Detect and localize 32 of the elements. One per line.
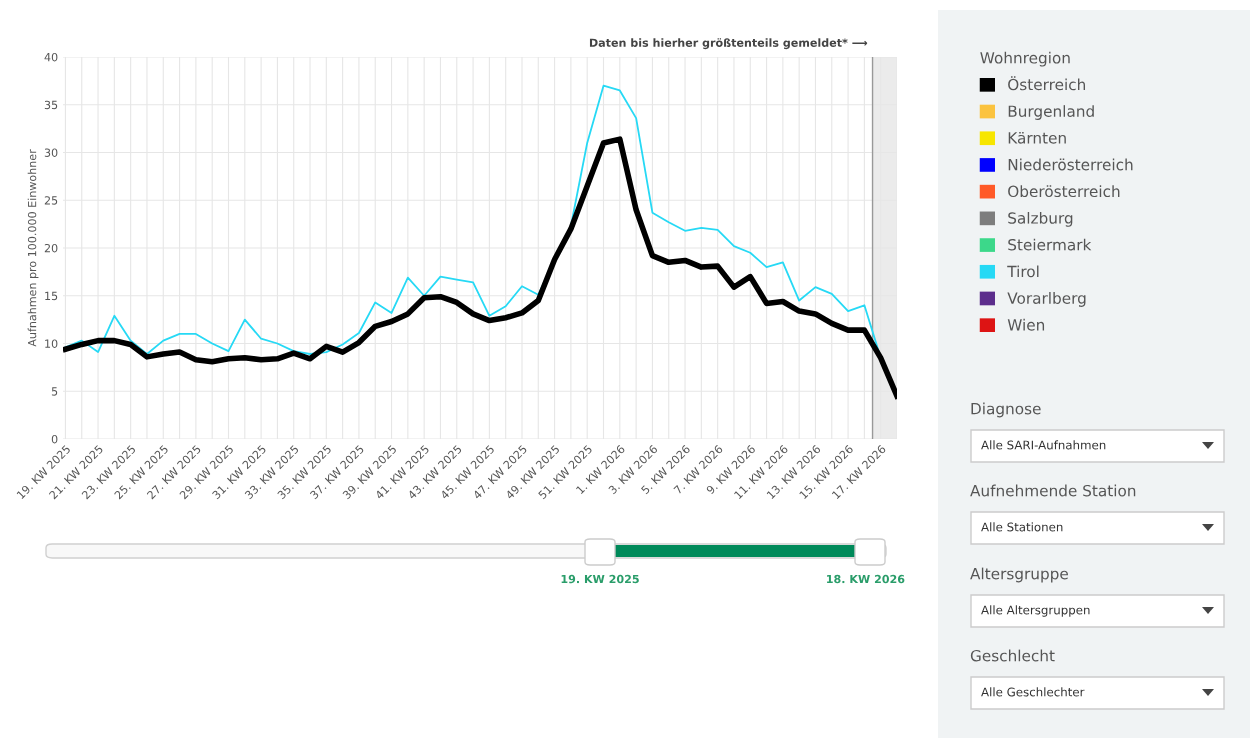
- text: Alle Stationen: [981, 522, 1063, 532]
- y-tick-label: 30: [44, 148, 58, 157]
- legend-label: Kärnten: [1008, 131, 1066, 144]
- text: Alle Geschlechter: [981, 687, 1085, 697]
- text: Alle Altersgruppen: [981, 605, 1090, 617]
- text: Aufnehmende Station: [970, 484, 1136, 497]
- text: Alle SARI-Aufnahmen: [981, 440, 1106, 450]
- text: Altersgruppe: [970, 567, 1068, 583]
- legend-label: Österreich: [1008, 76, 1086, 91]
- y-tick-label: 35: [44, 100, 58, 110]
- text: Daten bis hierher größtenteils gemeldet* ⟶: [589, 38, 868, 50]
- y-tick-label: 10: [45, 339, 58, 348]
- legend-label: Niederösterreich: [1008, 158, 1133, 171]
- text: Diagnose: [971, 402, 1041, 418]
- y-tick-label: 5: [51, 387, 58, 396]
- legend-label: Steiermark: [1008, 238, 1092, 251]
- y-tick-label: 40: [44, 52, 58, 62]
- legend-label: Tirol: [1007, 265, 1039, 278]
- legend-title: Wohnregion: [980, 51, 1070, 67]
- legend-label: Salzburg: [1008, 211, 1073, 227]
- legend-label: Wien: [1007, 318, 1045, 331]
- legend-label: Oberösterreich: [1008, 185, 1120, 198]
- y-tick-label: 25: [44, 196, 58, 205]
- text: 19. KW 2025: [561, 574, 639, 584]
- y-tick-label: 15: [45, 291, 58, 301]
- legend-label: Vorarlberg: [1007, 292, 1086, 307]
- y-tick-label: 20: [44, 243, 58, 253]
- text: Geschlecht: [970, 649, 1055, 662]
- legend-label: Burgenland: [1008, 105, 1094, 120]
- text: 18. KW 2026: [827, 574, 905, 584]
- y-axis-title: Aufnahmen pro 100.000 Einwohner: [27, 149, 39, 347]
- y-tick-label: 0: [51, 434, 58, 444]
